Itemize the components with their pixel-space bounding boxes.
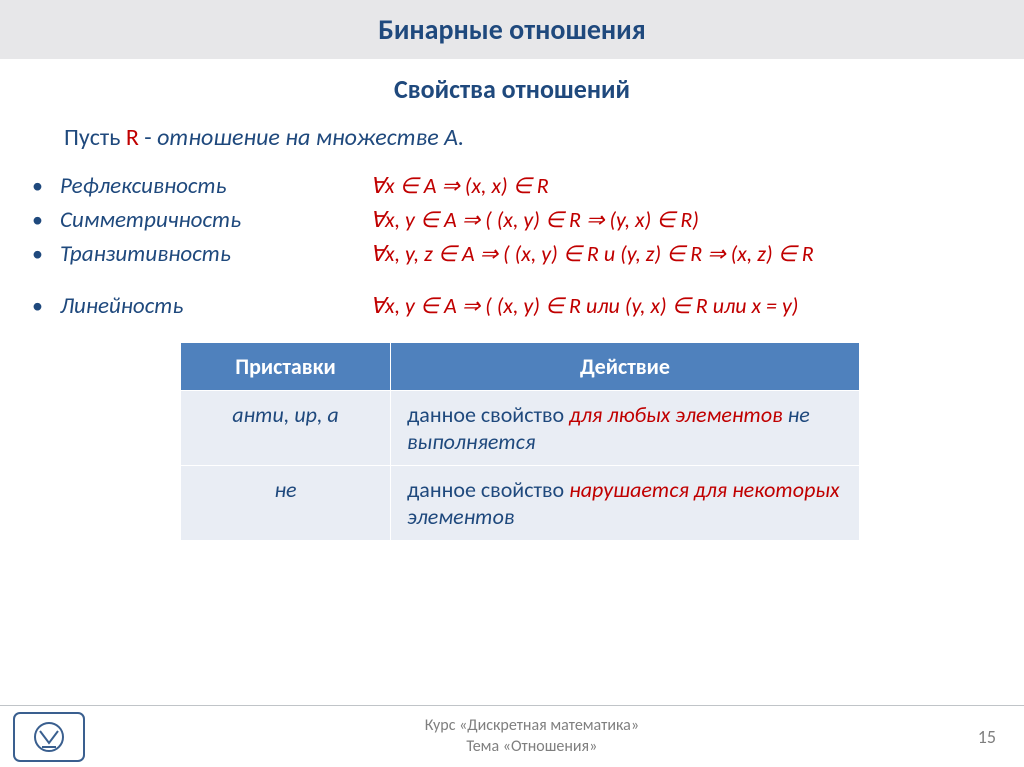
intro-desc: отношение на множестве А. (157, 123, 464, 152)
property-formula: ∀x ∈ A ⇒ (x, x) ∈ R (370, 172, 549, 199)
property-formula: ∀x, y ∈ A ⇒ ( (x, y) ∈ R ⇒ (y, x) ∈ R) (370, 206, 699, 233)
university-logo-icon (12, 711, 86, 763)
property-formula: ∀x, y ∈ A ⇒ ( (x, y) ∈ R или (y, x) ∈ R … (370, 292, 798, 319)
bullet-icon: • (32, 240, 60, 267)
header-bar: Бинарные отношения (0, 0, 1024, 59)
cell-action: данное свойство для любых элементов не в… (391, 391, 860, 466)
table-header-prefix: Приставки (181, 343, 391, 391)
footer: Курс «Дискретная математика» Тема «Отнош… (0, 705, 1024, 767)
properties-list: • Рефлексивность ∀x ∈ A ⇒ (x, x) ∈ R • С… (32, 172, 1024, 320)
action-part: данное свойство (407, 476, 569, 503)
property-row: • Линейность ∀x, y ∈ A ⇒ ( (x, y) ∈ R ил… (32, 292, 1024, 320)
property-name: Линейность (60, 292, 370, 320)
cell-prefix: не (181, 466, 391, 541)
table-row: анти, ир, а данное свойство для любых эл… (181, 391, 860, 466)
footer-topic: Тема «Отношения» (86, 737, 978, 758)
subtitle: Свойства отношений (0, 73, 1024, 105)
action-part: элементов (407, 503, 514, 530)
table-row: не данное свойство нарушается для некото… (181, 466, 860, 541)
property-formula: ∀x, y, z ∈ A ⇒ ( (x, y) ∈ R и (y, z) ∈ R… (370, 240, 814, 267)
bullet-icon: • (32, 292, 60, 319)
bullet-icon: • (32, 172, 60, 199)
page-title: Бинарные отношения (0, 12, 1024, 47)
property-row: • Транзитивность ∀x, y, z ∈ A ⇒ ( (x, y)… (32, 240, 1024, 268)
footer-course: Курс «Дискретная математика» (86, 716, 978, 737)
property-name: Рефлексивность (60, 172, 370, 200)
table-header-action: Действие (391, 343, 860, 391)
intro-mid: - (144, 123, 157, 152)
action-highlight: нарушается для некоторых (569, 476, 839, 503)
action-part: данное свойство (407, 401, 569, 428)
intro-prefix: Пусть (64, 123, 126, 152)
property-name: Транзитивность (60, 240, 370, 268)
action-highlight: для любых элементов (569, 401, 783, 428)
intro-r: R (126, 123, 139, 152)
property-row: • Симметричность ∀x, y ∈ A ⇒ ( (x, y) ∈ … (32, 206, 1024, 234)
cell-prefix: анти, ир, а (181, 391, 391, 466)
prefixes-table: Приставки Действие анти, ир, а данное св… (180, 342, 1024, 541)
property-name: Симметричность (60, 206, 370, 234)
footer-text: Курс «Дискретная математика» Тема «Отнош… (86, 716, 978, 758)
property-row: • Рефлексивность ∀x ∈ A ⇒ (x, x) ∈ R (32, 172, 1024, 200)
cell-action: данное свойство нарушается для некоторых… (391, 466, 860, 541)
bullet-icon: • (32, 206, 60, 233)
page-number: 15 (978, 726, 996, 748)
intro-text: Пусть R - отношение на множестве А. (64, 123, 1024, 152)
